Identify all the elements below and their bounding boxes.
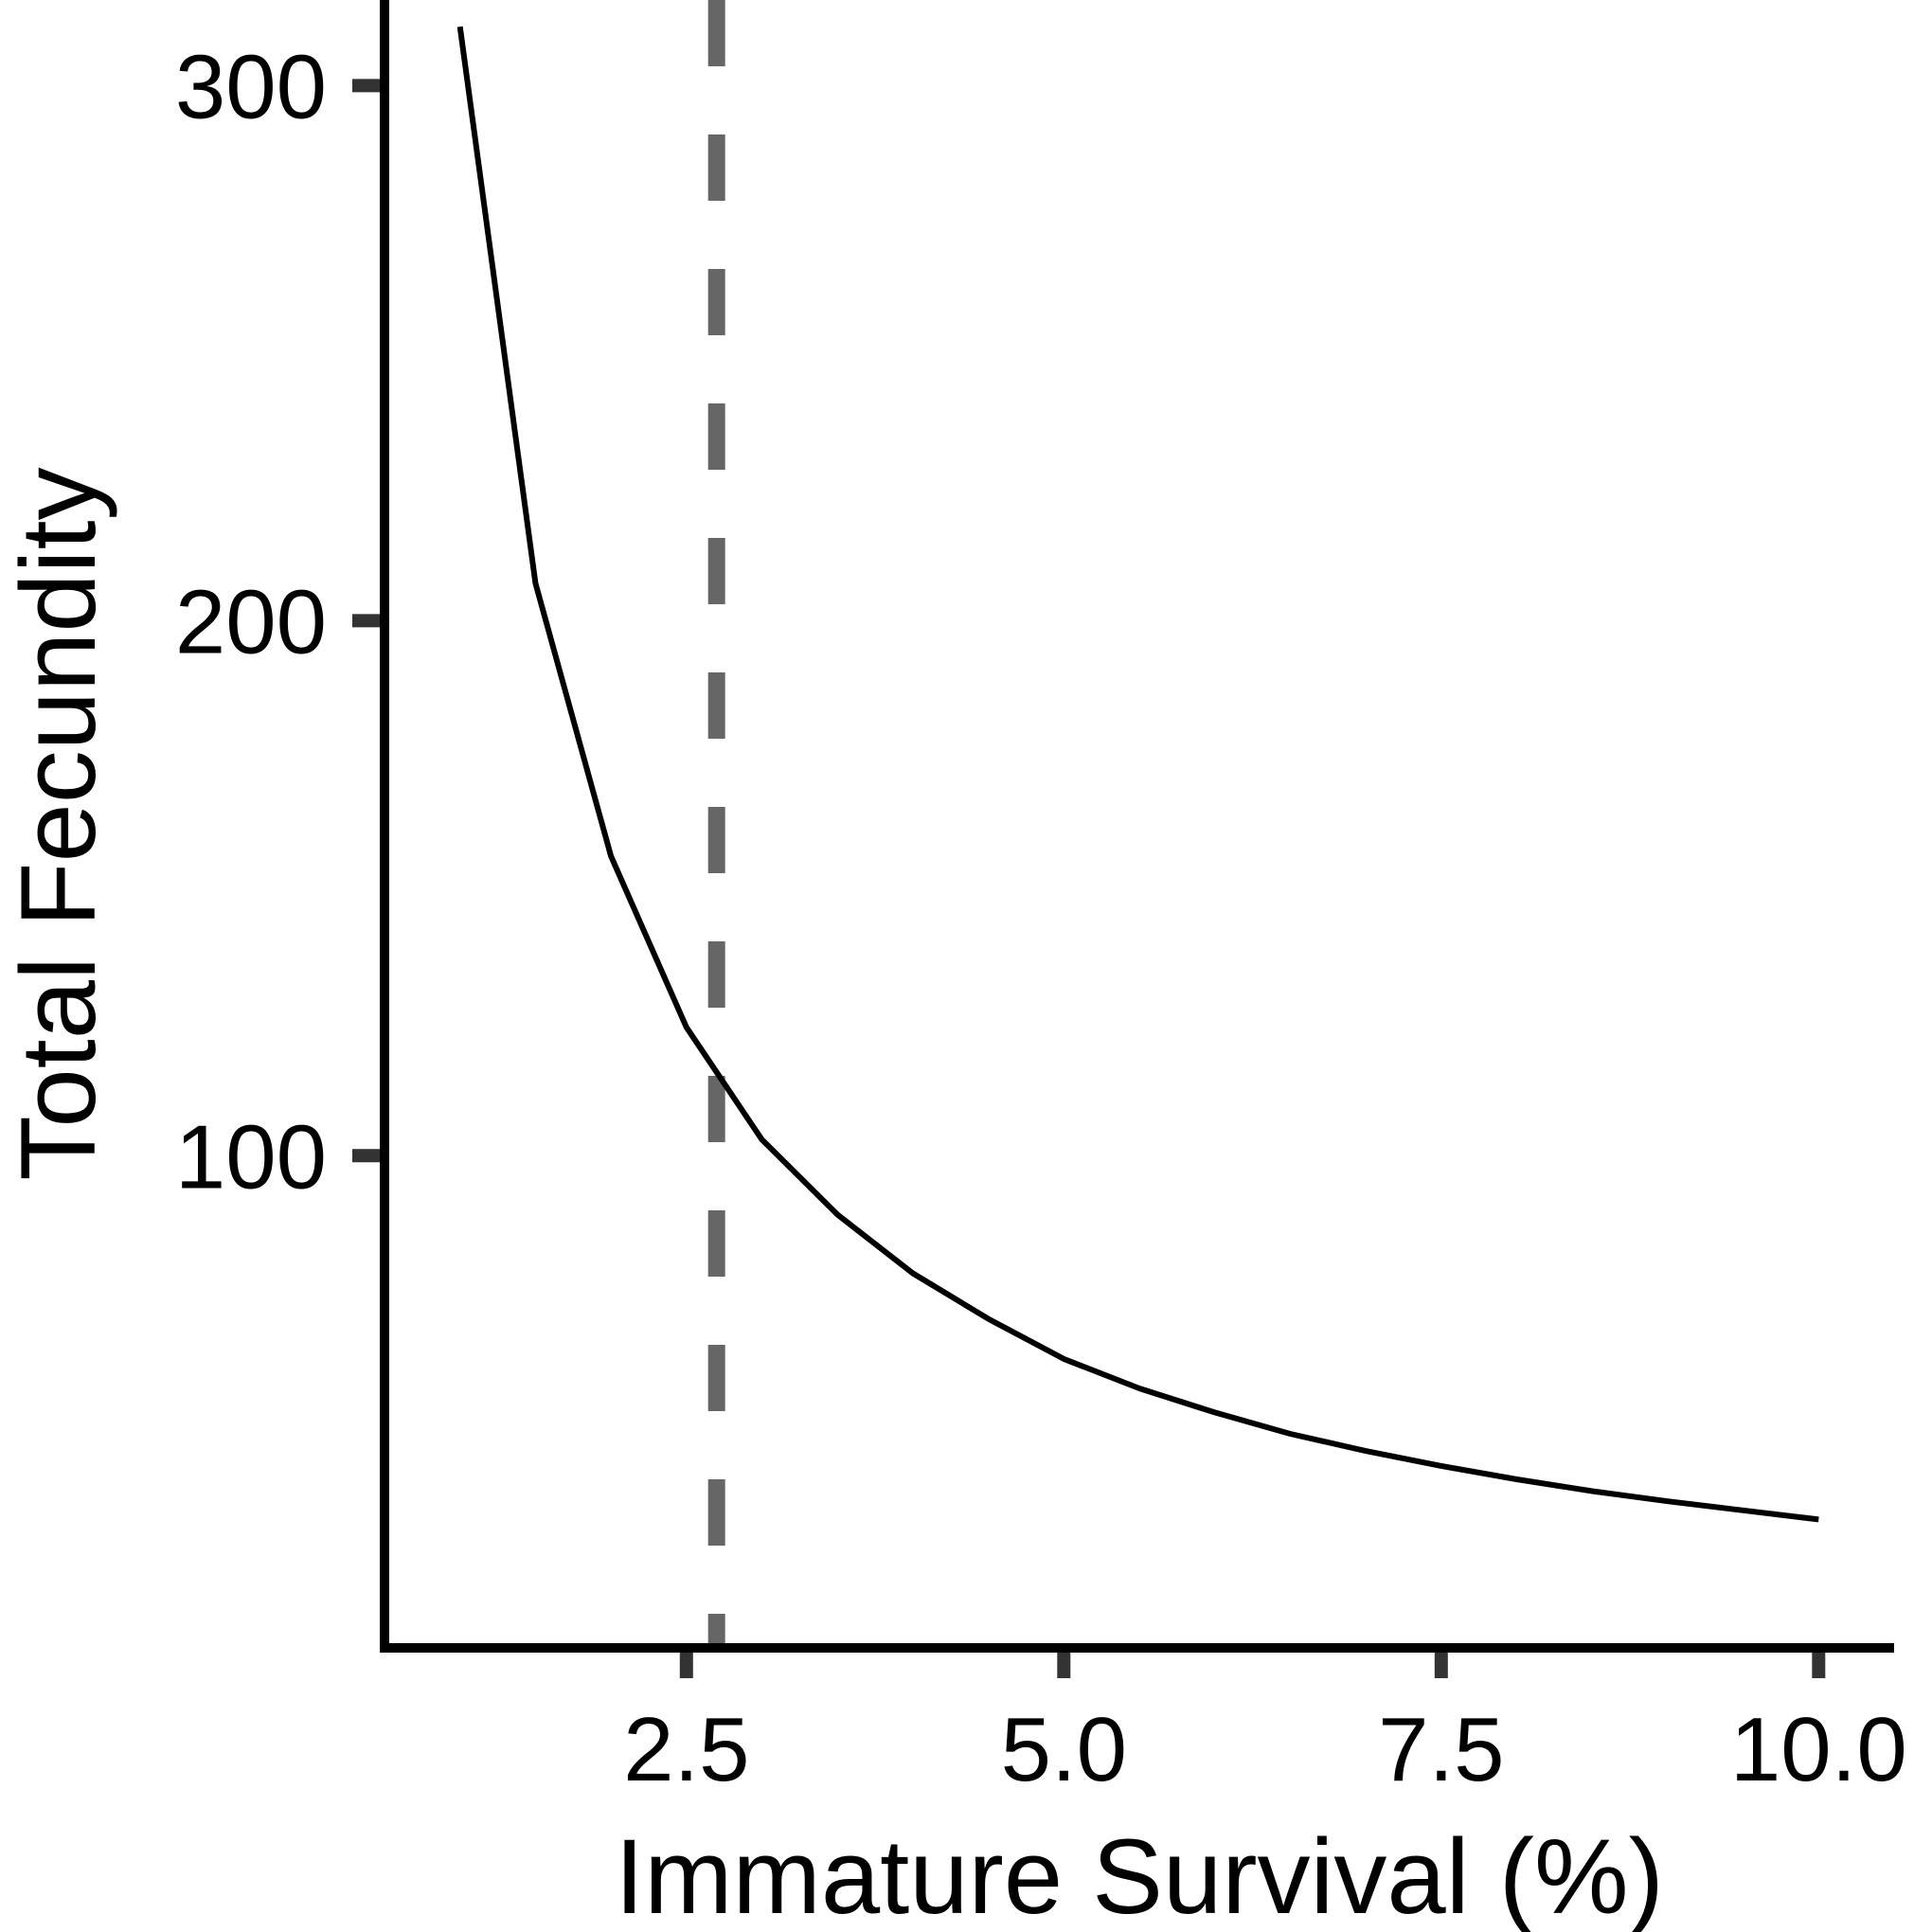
y-tick-label: 300 — [175, 36, 327, 137]
x-axis-title: Immature Survival (%) — [615, 1817, 1664, 1932]
x-tick-label: 5.0 — [1001, 1699, 1127, 1800]
y-tick-label: 100 — [175, 1106, 327, 1208]
ticks: 2.5 5.0 7.5 10.0 100 200 300 — [175, 36, 1907, 1800]
y-axis-title: Total Fecundity — [0, 467, 117, 1180]
x-tick-label: 7.5 — [1378, 1699, 1504, 1800]
axes — [380, 0, 1894, 1653]
x-tick-label: 2.5 — [623, 1699, 749, 1800]
x-tick-label: 10.0 — [1730, 1699, 1907, 1800]
y-tick-label: 200 — [175, 571, 327, 672]
series-line — [456, 26, 1819, 1523]
plot-area — [456, 0, 1819, 1648]
